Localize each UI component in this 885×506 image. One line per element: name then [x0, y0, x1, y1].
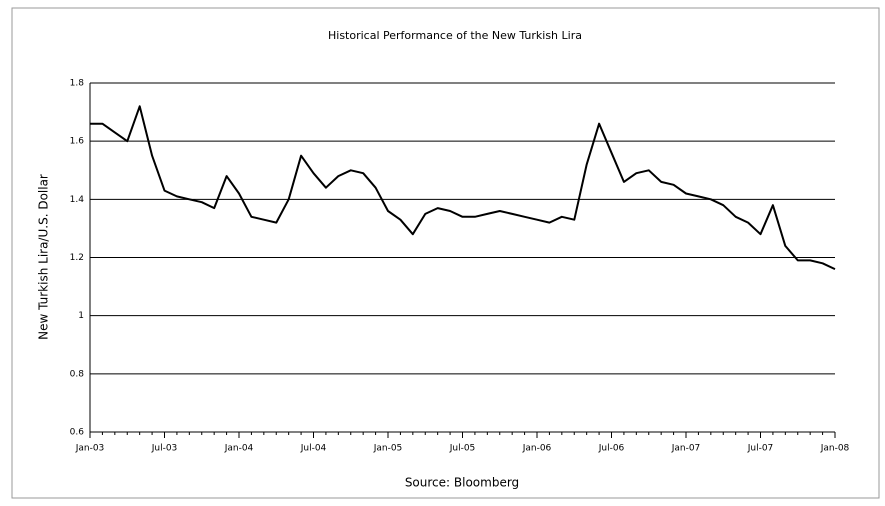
- y-tick-label: 1: [78, 311, 84, 321]
- y-tick-label: 0.8: [70, 369, 85, 379]
- x-tick-label: Jul-03: [151, 444, 178, 454]
- y-tick-label: 1.4: [70, 195, 85, 205]
- x-tick-label: Jul-05: [449, 444, 476, 454]
- x-tick-label: Jul-04: [300, 444, 327, 454]
- chart-title: Historical Performance of the New Turkis…: [328, 29, 582, 42]
- data-line: [90, 105, 836, 271]
- y-tick-label: 0.6: [70, 428, 85, 438]
- y-tick-label: 1.8: [70, 79, 85, 89]
- y-tick-label: 1.6: [70, 137, 85, 147]
- y-tick-label: 1.2: [70, 253, 84, 263]
- x-tick-label: Jan-03: [75, 444, 105, 454]
- y-axis-label: New Turkish Lira/U.S. Dollar: [37, 174, 51, 340]
- x-tick-label: Jan-08: [820, 444, 850, 454]
- x-tick-label: Jan-05: [373, 444, 403, 454]
- x-tick-label: Jul-06: [598, 444, 625, 454]
- x-tick-label: Jan-04: [224, 444, 254, 454]
- x-tick-label: Jul-07: [747, 444, 774, 454]
- x-tick-label: Jan-06: [522, 444, 552, 454]
- x-axis-label: Source: Bloomberg: [405, 476, 519, 490]
- chart-frame: [11, 7, 880, 499]
- x-tick-label: Jan-07: [671, 444, 701, 454]
